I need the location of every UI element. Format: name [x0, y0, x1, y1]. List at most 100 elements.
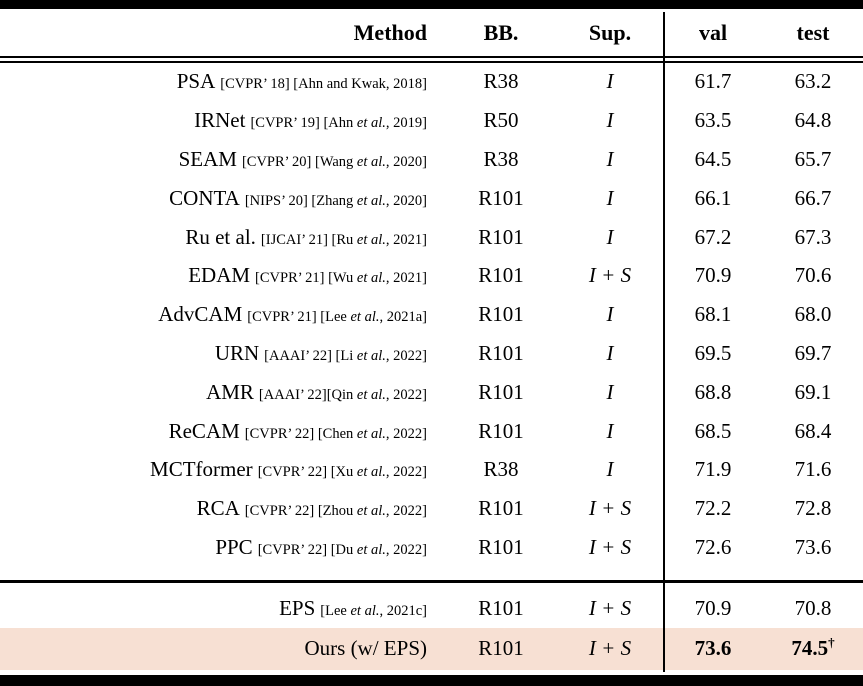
test-score-cell: 67.3: [794, 224, 832, 249]
val-score-cell: 68.1: [694, 302, 732, 327]
test-score-cell: 74.5†: [791, 635, 835, 661]
val-score-cell: 71.9: [694, 457, 732, 482]
val-score-cell: 63.5: [694, 108, 732, 133]
supervision-cell: I: [606, 108, 614, 133]
val-score-cell: 64.5: [694, 146, 732, 171]
method-citation: [CVPR’ 19] [Ahn et al., 2019]: [250, 115, 427, 132]
method-name: Ours (w/ EPS): [304, 636, 427, 661]
table-row: EPS [Lee et al., 2021c] R101 I + S 70.9 7…: [0, 589, 863, 628]
val-score-cell: 66.1: [694, 185, 732, 210]
section-rule: [0, 579, 863, 583]
supervision-cell: I: [606, 340, 614, 365]
val-score-cell: 73.6: [694, 636, 732, 661]
supervision-cell: I + S: [588, 534, 632, 559]
supervision-cell: I: [606, 379, 614, 404]
method-citation: [AAAI’ 22][Qin et al., 2022]: [258, 386, 427, 403]
test-score-cell: 66.7: [794, 185, 832, 210]
table-row: URN [AAAI’ 22] [Li et al., 2022] R101 I 6…: [0, 334, 863, 373]
backbone-cell: R101: [478, 379, 524, 404]
backbone-cell: R101: [478, 534, 524, 559]
method-citation: [Lee et al., 2021c]: [320, 602, 427, 619]
supervision-cell: I + S: [588, 263, 632, 288]
table-row: IRNet [CVPR’ 19] [Ahn et al., 2019] R50 I…: [0, 101, 863, 140]
backbone-cell: R101: [478, 418, 524, 443]
method-citation: [CVPR’ 22] [Du et al., 2022]: [257, 541, 427, 558]
supervision-cell: I: [606, 69, 614, 94]
header-val: val: [698, 19, 728, 45]
test-score-cell: 69.7: [794, 340, 832, 365]
table-row: Ru et al. [IJCAI’ 21] [Ru et al., 2021] R…: [0, 218, 863, 257]
val-score-cell: 61.7: [694, 69, 732, 94]
table-row: PPC [CVPR’ 22] [Du et al., 2022] R101 I +…: [0, 528, 863, 567]
method-cell: ReCAM [CVPR’ 22] [Chen et al., 2022]: [0, 419, 445, 444]
table-row: MCTformer [CVPR’ 22] [Xu et al., 2022] R3…: [0, 450, 863, 489]
test-score-cell: 69.1: [794, 379, 832, 404]
bottom-rule: [0, 674, 863, 686]
method-name: AMR: [206, 379, 254, 404]
test-score-cell: 73.6: [794, 534, 832, 559]
table-row: ReCAM [CVPR’ 22] [Chen et al., 2022] R101…: [0, 412, 863, 451]
table-row: RCA [CVPR’ 22] [Zhou et al., 2022] R101 I…: [0, 489, 863, 528]
header-double-rule: [0, 56, 863, 63]
method-cell: AdvCAM [CVPR’ 21] [Lee et al., 2021a]: [0, 302, 445, 327]
test-score-cell: 71.6: [794, 457, 832, 482]
method-cell: PSA [CVPR’ 18] [Ahn and Kwak, 2018]: [0, 69, 445, 94]
main-rows-section: PSA [CVPR’ 18] [Ahn and Kwak, 2018] R38 I…: [0, 63, 863, 567]
supervision-cell: I: [606, 185, 614, 210]
method-name: ReCAM: [168, 418, 240, 443]
method-name: URN: [214, 340, 260, 365]
table-header-row: Method BB. Sup. val test: [0, 9, 863, 56]
backbone-cell: R101: [478, 636, 524, 661]
val-score-cell: 72.2: [694, 496, 732, 521]
test-score-cell: 68.4: [794, 418, 832, 443]
method-cell: PPC [CVPR’ 22] [Du et al., 2022]: [0, 535, 445, 560]
header-test: test: [796, 19, 830, 45]
method-citation: [CVPR’ 22] [Zhou et al., 2022]: [244, 503, 427, 520]
method-name: AdvCAM: [158, 302, 243, 327]
method-citation: [CVPR’ 18] [Ahn and Kwak, 2018]: [220, 76, 427, 93]
vertical-divider: [663, 12, 665, 672]
test-score-cell: 65.7: [794, 146, 832, 171]
header-supervision: Sup.: [588, 19, 632, 45]
method-citation: [IJCAI’ 21] [Ru et al., 2021]: [260, 231, 427, 248]
header-backbone: BB.: [483, 19, 519, 45]
method-cell: IRNet [CVPR’ 19] [Ahn et al., 2019]: [0, 108, 445, 133]
method-name: SEAM: [178, 146, 237, 171]
backbone-cell: R101: [478, 302, 524, 327]
val-score-cell: 68.5: [694, 418, 732, 443]
test-score-cell: 64.8: [794, 108, 832, 133]
supervision-cell: I: [606, 146, 614, 171]
backbone-cell: R50: [483, 108, 519, 133]
method-citation: [CVPR’ 21] [Wu et al., 2021]: [255, 270, 427, 287]
method-cell: EPS [Lee et al., 2021c]: [0, 596, 445, 621]
table-row: SEAM [CVPR’ 20] [Wang et al., 2020] R38 I…: [0, 140, 863, 179]
backbone-cell: R101: [478, 185, 524, 210]
supervision-cell: I + S: [588, 636, 632, 661]
val-score-cell: 67.2: [694, 224, 732, 249]
method-cell: EDAM [CVPR’ 21] [Wu et al., 2021]: [0, 263, 445, 288]
method-citation: [CVPR’ 20] [Wang et al., 2020]: [241, 153, 427, 170]
val-score-cell: 70.9: [694, 263, 732, 288]
test-score-cell: 68.0: [794, 302, 832, 327]
backbone-cell: R101: [478, 496, 524, 521]
method-cell: AMR [AAAI’ 22][Qin et al., 2022]: [0, 380, 445, 405]
method-name: PSA: [176, 69, 216, 94]
backbone-cell: R101: [478, 263, 524, 288]
method-citation: [CVPR’ 22] [Xu et al., 2022]: [257, 464, 427, 481]
top-rule: [0, 0, 863, 9]
backbone-cell: R101: [478, 224, 524, 249]
method-name: MCTformer: [150, 457, 253, 482]
header-method: Method: [353, 19, 427, 45]
method-citation: [NIPS’ 20] [Zhang et al., 2020]: [244, 192, 427, 209]
method-name: EDAM: [188, 263, 251, 288]
method-citation: [AAAI’ 22] [Li et al., 2022]: [264, 347, 427, 364]
method-name: IRNet: [194, 108, 246, 133]
val-score-cell: 68.8: [694, 379, 732, 404]
method-name: Ru et al.: [185, 224, 256, 249]
table-row: AMR [AAAI’ 22][Qin et al., 2022] R101 I 6…: [0, 373, 863, 412]
table-row: AdvCAM [CVPR’ 21] [Lee et al., 2021a] R10…: [0, 295, 863, 334]
section-gap: [0, 567, 863, 580]
backbone-cell: R101: [478, 595, 524, 620]
supervision-cell: I + S: [588, 496, 632, 521]
